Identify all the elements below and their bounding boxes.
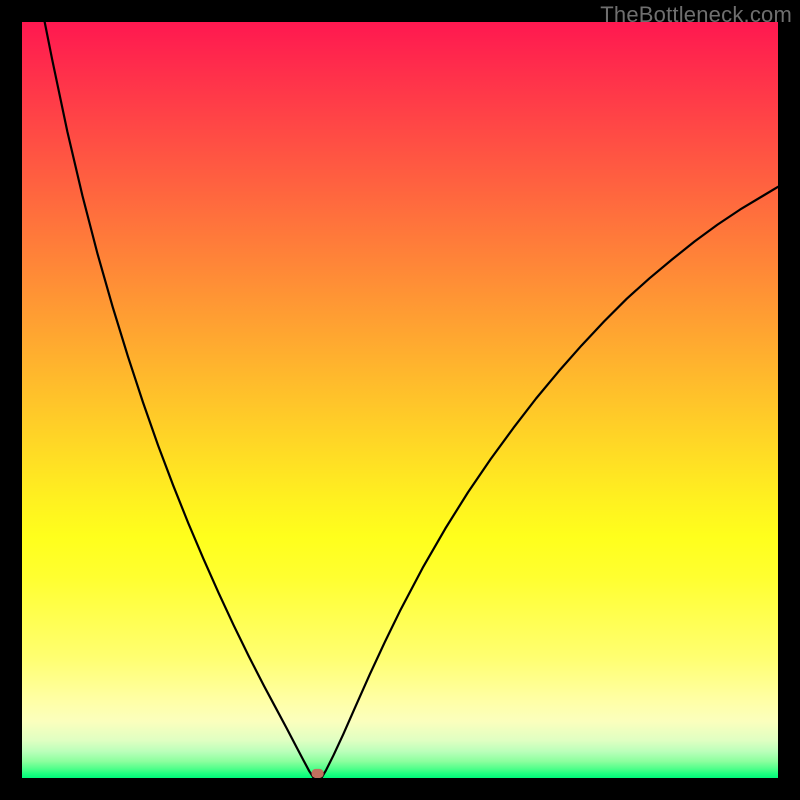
plot-svg: [22, 22, 778, 778]
watermark-label: TheBottleneck.com: [600, 2, 792, 28]
chart-outer-frame: TheBottleneck.com: [0, 0, 800, 800]
chart-background: [22, 22, 778, 778]
optimum-marker: [312, 769, 324, 778]
optimum-marker-dot: [312, 769, 324, 778]
plot-area: [22, 22, 778, 778]
